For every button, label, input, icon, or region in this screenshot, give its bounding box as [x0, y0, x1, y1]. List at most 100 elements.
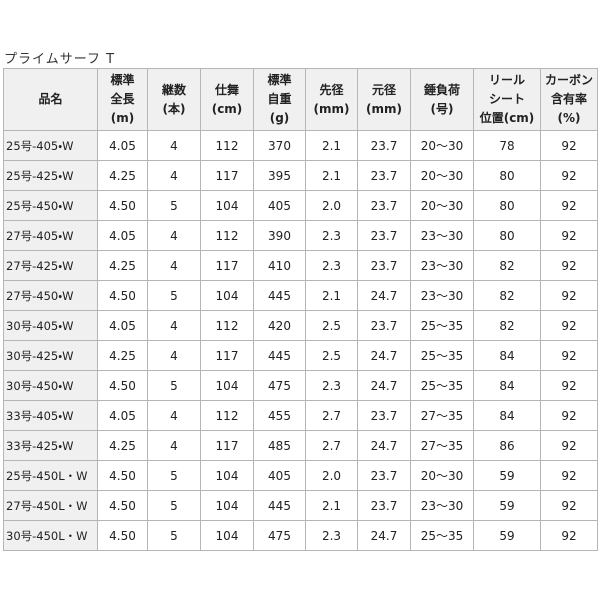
model-name: 30号-450L・W	[3, 520, 98, 551]
spec-cell: 2.7	[305, 430, 358, 461]
spec-cell: 23.7	[357, 130, 411, 161]
spec-cell: 82	[473, 310, 541, 341]
spec-cell: 23.7	[357, 250, 411, 281]
spec-cell: 4.05	[97, 310, 148, 341]
spec-cell: 2.0	[305, 190, 358, 221]
spec-cell: 445	[253, 280, 306, 311]
spec-cell: 2.3	[305, 250, 358, 281]
header-cell: 先径 (mm)	[305, 68, 358, 131]
spec-cell: 92	[540, 250, 598, 281]
model-name: 25号-450・W	[3, 190, 98, 221]
spec-cell: 104	[200, 520, 254, 551]
spec-cell: 2.3	[305, 520, 358, 551]
spec-cell: 4.05	[97, 220, 148, 251]
header-cell: 元径 (mm)	[357, 68, 411, 131]
spec-cell: 84	[473, 340, 541, 371]
header-text: 全長	[110, 92, 135, 106]
header-text: 自重	[267, 92, 292, 106]
spec-cell: 4	[147, 130, 201, 161]
spec-cell: 92	[540, 310, 598, 341]
header-text: (g)	[269, 111, 290, 125]
spec-cell: 20〜30	[410, 130, 474, 161]
spec-cell: 92	[540, 520, 598, 551]
spec-cell: 4.50	[97, 460, 148, 491]
spec-cell: 4.50	[97, 190, 148, 221]
spec-cell: 4	[147, 400, 201, 431]
spec-cell: 2.7	[305, 400, 358, 431]
table-row: 33号-405・W 4.05 4 112 455 2.7 23.7 27〜35 84 92	[3, 400, 598, 431]
header-cell: 標準自重 (g)	[253, 68, 306, 131]
header-text: 元径	[371, 82, 396, 97]
spec-cell: 92	[540, 400, 598, 431]
spec-cell: 23〜30	[410, 220, 474, 251]
header-text: (cm)	[211, 101, 243, 116]
header-cell: 標準 全長 (m)	[97, 68, 148, 131]
header-text: 含有率	[550, 92, 587, 106]
table-row: 25号-450L・W 4.50 5 104 405 2.0 23.7 20〜30 59 92	[3, 460, 598, 491]
spec-cell: 82	[473, 280, 541, 311]
model-name: 25号-425・W	[3, 160, 98, 191]
spec-cell: 4	[147, 160, 201, 191]
spec-cell: 27〜35	[410, 430, 474, 461]
table-row: 33号-425・W 4.25 4 117 485 2.7 24.7 27〜35 86 92	[3, 430, 598, 461]
spec-cell: 24.7	[357, 520, 411, 551]
header-text: 仕舞	[214, 82, 239, 97]
header-text: (mm)	[313, 101, 350, 116]
spec-cell: 104	[200, 190, 254, 221]
spec-cell: 4	[147, 340, 201, 371]
spec-cell: 4.50	[97, 370, 148, 401]
spec-cell: 86	[473, 430, 541, 461]
spec-cell: 23.7	[357, 400, 411, 431]
table-row: 30号-450・W 4.50 5 104 475 2.3 24.7 25〜35 84 92	[3, 370, 598, 401]
spec-cell: 23.7	[357, 490, 411, 521]
spec-cell: 92	[540, 460, 598, 491]
spec-cell: 485	[253, 430, 306, 461]
spec-cell: 80	[473, 160, 541, 191]
model-name: 30号-425・W	[3, 340, 98, 371]
title: プライムサーフ T	[4, 52, 116, 67]
spec-cell: 24.7	[357, 340, 411, 371]
spec-cell: 24.7	[357, 280, 411, 311]
spec-cell: 104	[200, 280, 254, 311]
model-name: 33号-425・W	[3, 430, 98, 461]
spec-cell: 112	[200, 400, 254, 431]
spec-cell: 104	[200, 370, 254, 401]
spec-cell: 92	[540, 130, 598, 161]
table-row: 25号-425・W 4.25 4 117 395 2.1 23.7 20〜30 80 92	[3, 160, 598, 191]
header-cell: 継数 (本)	[147, 68, 201, 131]
spec-cell: 82	[473, 250, 541, 281]
spec-table: 品名 標準 全長 (m) 継数 (本) 仕舞 (cm) 標準 自重 (g) 先径 (mm) 元径 (mm) 錘…	[3, 68, 598, 551]
header-text: (%)	[557, 111, 581, 125]
spec-cell: 92	[540, 430, 598, 461]
spec-cell: 23.7	[357, 220, 411, 251]
spec-cell: 117	[200, 160, 254, 191]
spec-cell: 112	[200, 310, 254, 341]
spec-cell: 24.7	[357, 430, 411, 461]
spec-cell: 25〜35	[410, 310, 474, 341]
spec-cell: 4.25	[97, 250, 148, 281]
spec-cell: 2.3	[305, 370, 358, 401]
header-text: 錘負荷	[423, 82, 460, 97]
table-row: 27号-405・W 4.05 4 112 390 2.3 23.7 23〜30 80 92	[3, 220, 598, 251]
table-row: 30号-450L・W 4.50 5 104 475 2.3 24.7 25〜35 59 92	[3, 520, 598, 551]
spec-cell: 4.50	[97, 520, 148, 551]
spec-cell: 475	[253, 520, 306, 551]
header-text: リール	[488, 73, 525, 87]
spec-cell: 455	[253, 400, 306, 431]
spec-cell: 5	[147, 370, 201, 401]
spec-cell: 80	[473, 190, 541, 221]
header-text: カーボン	[544, 73, 593, 87]
spec-cell: 4	[147, 220, 201, 251]
spec-cell: 2.1	[305, 160, 358, 191]
model-name: 25号-405・W	[3, 130, 98, 161]
header-cell: カーボン含有率 (%)	[540, 68, 598, 131]
spec-cell: 4	[147, 430, 201, 461]
spec-cell: 25〜35	[410, 370, 474, 401]
model-name: 30号-405・W	[3, 310, 98, 341]
header-text: 標準	[267, 73, 292, 87]
header-cell: 品名	[3, 68, 98, 131]
table-row: 30号-405・W 4.05 4 112 420 2.5 23.7 25〜35 82 92	[3, 310, 598, 341]
header-text: (本)	[162, 101, 186, 116]
spec-cell: 5	[147, 280, 201, 311]
spec-cell: 84	[473, 370, 541, 401]
